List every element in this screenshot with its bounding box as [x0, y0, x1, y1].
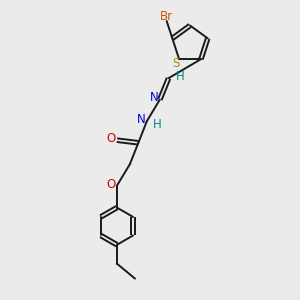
Text: O: O — [106, 132, 116, 145]
Text: Br: Br — [160, 10, 173, 23]
Text: H: H — [153, 118, 162, 131]
Text: S: S — [172, 57, 180, 70]
Text: N: N — [137, 112, 146, 125]
Text: N: N — [150, 91, 158, 104]
Text: H: H — [176, 70, 184, 83]
Text: O: O — [106, 178, 116, 191]
